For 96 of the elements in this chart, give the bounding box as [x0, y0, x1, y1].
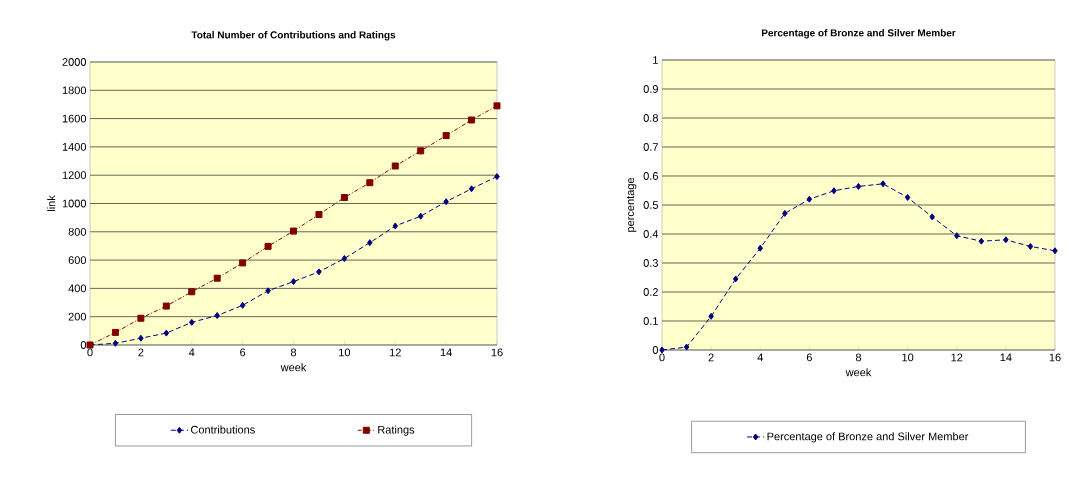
point: [341, 255, 348, 263]
point: [417, 212, 424, 220]
y-axis-title: percentage: [626, 177, 637, 232]
point: [929, 213, 935, 221]
point: [163, 329, 170, 337]
y-tick-label: 0.9: [643, 85, 658, 93]
x-tick-label: 2: [138, 348, 144, 357]
y-tick-label: 0.2: [643, 288, 658, 296]
point: [188, 288, 196, 296]
point: [1027, 242, 1034, 250]
point: [468, 185, 475, 193]
point: [392, 222, 399, 230]
y-tick-label: 0.4: [643, 230, 659, 238]
point: [315, 211, 323, 219]
legend-label: Ratings: [378, 425, 415, 436]
point: [264, 242, 272, 250]
y-tick-label: 0.8: [643, 114, 658, 122]
x-tick-label: 16: [1049, 353, 1061, 362]
x-axis-title: week: [280, 363, 307, 372]
point: [831, 187, 837, 195]
y-tick-label: 1600: [62, 114, 87, 123]
point: [290, 227, 298, 235]
point: [683, 343, 690, 351]
y-tick-label: 600: [68, 256, 87, 264]
x-tick-label: 6: [806, 353, 812, 362]
x-axis-title: week: [845, 368, 872, 377]
point: [880, 180, 886, 188]
y-tick-label: 400: [68, 284, 87, 293]
y-tick-label: 800: [68, 227, 87, 236]
y-tick-label: 0.7: [643, 143, 658, 151]
point: [732, 275, 739, 283]
point: [137, 314, 145, 322]
y-tick-label: 200: [68, 312, 87, 321]
y-tick-label: 0.1: [643, 317, 658, 325]
x-tick-label: 12: [951, 353, 963, 362]
point: [806, 195, 813, 203]
x-tick-label: 8: [855, 353, 862, 362]
x-tick-label: 0: [659, 353, 665, 362]
point: [265, 287, 271, 295]
point: [366, 179, 374, 187]
chart-title: Total Number of Contributions and Ratings: [191, 31, 396, 41]
point: [112, 339, 119, 347]
point: [978, 237, 985, 245]
legend-label: Percentage of Bronze and Silver Member: [767, 432, 969, 443]
x-tick-label: 12: [389, 348, 401, 357]
x-tick-label: 14: [440, 348, 452, 357]
point: [367, 239, 373, 247]
point: [442, 132, 450, 140]
x-tick-label: 4: [757, 353, 763, 362]
point: [494, 173, 500, 181]
point: [782, 209, 788, 217]
point: [213, 274, 221, 282]
x-tick-label: 14: [1000, 353, 1012, 362]
point: [189, 318, 195, 326]
point: [1003, 236, 1009, 244]
y-axis-title: link: [47, 195, 56, 211]
point: [111, 328, 119, 336]
point: [239, 301, 246, 309]
y-tick-label: 0.6: [643, 172, 658, 180]
point: [214, 312, 220, 320]
point: [316, 268, 322, 276]
x-tick-label: 4: [188, 348, 195, 357]
point: [239, 259, 247, 267]
point: [417, 147, 425, 155]
point: [954, 232, 960, 240]
point: [855, 182, 862, 190]
x-tick-label: 2: [708, 353, 714, 362]
point: [493, 102, 501, 110]
point: [757, 244, 763, 252]
point: [443, 198, 449, 206]
y-tick-label: 1000: [62, 199, 87, 208]
point: [708, 312, 714, 320]
x-tick-label: 10: [902, 353, 914, 362]
point: [904, 193, 911, 201]
point: [138, 334, 144, 342]
x-tick-label: 0: [87, 348, 93, 357]
x-tick-label: 16: [491, 348, 503, 357]
y-tick-label: 1: [653, 56, 658, 64]
point: [162, 302, 170, 310]
x-tick-label: 8: [290, 348, 297, 357]
chart-title: Percentage of Bronze and Silver Member: [761, 29, 956, 39]
y-tick-label: 1800: [62, 86, 87, 95]
y-tick-label: 0.3: [643, 259, 658, 267]
y-tick-label: 2000: [62, 58, 87, 66]
x-tick-label: 6: [240, 348, 246, 357]
x-tick-label: 10: [339, 348, 351, 357]
point: [468, 116, 476, 124]
point: [290, 278, 297, 286]
point: [1052, 247, 1058, 255]
legend-label: Contributions: [191, 425, 255, 434]
y-tick-label: 0: [80, 341, 87, 349]
y-tick-label: 1400: [62, 143, 87, 151]
point: [391, 162, 399, 170]
y-tick-label: 0.5: [643, 201, 658, 209]
point: [340, 194, 348, 202]
y-tick-label: 1200: [62, 171, 87, 180]
